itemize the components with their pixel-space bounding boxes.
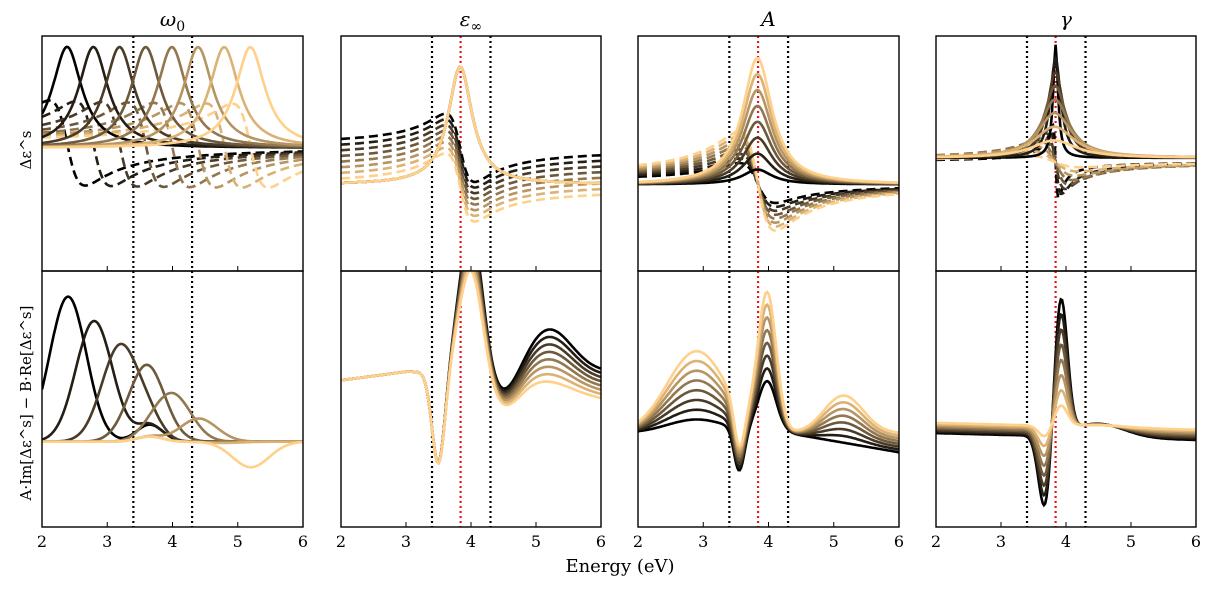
series-line-imag-solid-7 bbox=[42, 45, 303, 149]
series-line-real-dashed-2 bbox=[42, 100, 303, 188]
series-line-real-dashed-1 bbox=[638, 157, 899, 209]
x-tick-label: 3 bbox=[102, 532, 112, 551]
series-line-real-dashed-5 bbox=[341, 140, 601, 212]
series-line-real-dashed-3 bbox=[638, 148, 899, 217]
panel-r0-c3 bbox=[936, 36, 1196, 271]
x-tick-label: 3 bbox=[698, 532, 708, 551]
series-line-imag-solid-3 bbox=[341, 65, 601, 185]
series-line-imag-solid-7 bbox=[936, 139, 1196, 159]
y-axis-label-top: Δε^s bbox=[17, 131, 35, 170]
panel-title: γ bbox=[1060, 7, 1072, 31]
panel-frame bbox=[935, 35, 1197, 272]
series-line-imag-solid-3 bbox=[341, 271, 601, 465]
series-line-imag-solid-3 bbox=[638, 341, 899, 462]
series-line-imag-solid-5 bbox=[341, 271, 601, 466]
x-axis-label: Energy (eV) bbox=[565, 556, 674, 577]
series-line-real-dashed-0 bbox=[638, 161, 899, 205]
x-tick-label: 4 bbox=[1061, 532, 1071, 551]
x-tick-label: 5 bbox=[1126, 532, 1136, 551]
series-line-imag-solid-0 bbox=[42, 295, 303, 443]
series-line-real-dashed-7 bbox=[638, 129, 899, 232]
x-tick-label: 2 bbox=[336, 532, 346, 551]
panel-frame bbox=[637, 35, 900, 272]
series-line-imag-solid-7 bbox=[341, 65, 601, 185]
series-line-real-dashed-2 bbox=[341, 123, 601, 195]
panel-title: A bbox=[759, 7, 775, 31]
series-line-imag-solid-0 bbox=[341, 271, 601, 465]
series-line-imag-solid-6 bbox=[42, 45, 303, 149]
series-line-imag-solid-4 bbox=[638, 328, 899, 459]
series-line-imag-solid-7 bbox=[341, 271, 601, 466]
series-line-real-dashed-6 bbox=[638, 134, 899, 228]
series-line-real-dashed-5 bbox=[936, 145, 1196, 178]
panel-r1-c3 bbox=[936, 271, 1196, 527]
series-line-imag-solid-7 bbox=[638, 57, 899, 184]
series-line-imag-solid-2 bbox=[341, 65, 601, 185]
series-line-real-dashed-0 bbox=[341, 112, 601, 184]
series-line-imag-solid-5 bbox=[936, 373, 1196, 458]
series-line-real-dashed-0 bbox=[936, 122, 1196, 202]
series-line-real-dashed-0 bbox=[42, 99, 303, 187]
x-tick-label: 5 bbox=[531, 532, 541, 551]
series-line-imag-solid-7 bbox=[936, 404, 1196, 438]
x-tick-label: 2 bbox=[633, 532, 643, 551]
y-axis-label-bottom: A·Im[Δε^s] − B·Re[Δε^s] bbox=[17, 306, 35, 502]
x-tick-label: 6 bbox=[596, 532, 606, 551]
series-line-imag-solid-0 bbox=[638, 379, 899, 472]
panel-r1-c1 bbox=[341, 271, 601, 527]
panel-r0-c1 bbox=[341, 36, 601, 271]
series-line-real-dashed-7 bbox=[341, 152, 601, 223]
panel-frame bbox=[41, 270, 304, 528]
series-line-imag-solid-0 bbox=[936, 44, 1196, 160]
series-line-real-dashed-7 bbox=[42, 102, 303, 189]
series-line-imag-solid-1 bbox=[341, 65, 601, 185]
panel-r0-c2 bbox=[638, 36, 899, 271]
x-tick-label: 6 bbox=[298, 532, 308, 551]
x-tick-label: 4 bbox=[466, 532, 476, 551]
panel-frame bbox=[340, 270, 602, 528]
series-line-imag-solid-4 bbox=[341, 65, 601, 185]
series-line-imag-solid-5 bbox=[341, 65, 601, 185]
panel-title: ε∞ bbox=[460, 7, 482, 35]
x-tick-label: 4 bbox=[763, 532, 773, 551]
x-tick-label: 5 bbox=[829, 532, 839, 551]
series-line-real-dashed-3 bbox=[42, 101, 303, 189]
series-line-imag-solid-2 bbox=[638, 354, 899, 465]
panel-r1-c0 bbox=[42, 271, 303, 527]
series-line-imag-solid-2 bbox=[936, 328, 1196, 488]
x-tick-label: 3 bbox=[996, 532, 1006, 551]
series-line-imag-solid-7 bbox=[42, 435, 303, 469]
series-line-imag-solid-1 bbox=[638, 366, 899, 469]
panel-r0-c0 bbox=[42, 36, 303, 271]
series-line-imag-solid-6 bbox=[341, 65, 601, 185]
x-tick-label: 6 bbox=[894, 532, 904, 551]
series-line-real-dashed-6 bbox=[42, 102, 303, 189]
panel-r1-c2 bbox=[638, 271, 899, 527]
x-tick-label: 4 bbox=[167, 532, 177, 551]
series-line-real-dashed-4 bbox=[638, 143, 899, 220]
series-line-imag-solid-7 bbox=[638, 290, 899, 448]
series-line-real-dashed-6 bbox=[341, 146, 601, 218]
panel-title: ω0 bbox=[160, 7, 185, 35]
series-line-imag-solid-4 bbox=[42, 45, 303, 148]
series-line-real-dashed-1 bbox=[341, 117, 601, 189]
series-line-real-dashed-4 bbox=[341, 135, 601, 206]
series-line-real-dashed-3 bbox=[341, 129, 601, 201]
x-tick-label: 5 bbox=[233, 532, 243, 551]
series-line-imag-solid-1 bbox=[42, 319, 303, 443]
series-line-real-dashed-1 bbox=[42, 100, 303, 188]
panel-frame bbox=[340, 35, 602, 272]
x-tick-label: 3 bbox=[401, 532, 411, 551]
series-line-imag-solid-5 bbox=[638, 315, 899, 455]
series-line-imag-solid-1 bbox=[936, 312, 1196, 498]
series-line-imag-solid-0 bbox=[341, 65, 601, 185]
series-line-imag-solid-2 bbox=[341, 271, 601, 465]
x-tick-label: 2 bbox=[931, 532, 941, 551]
x-tick-label: 6 bbox=[1191, 532, 1201, 551]
series-line-real-dashed-5 bbox=[42, 101, 303, 189]
x-tick-label: 2 bbox=[37, 532, 47, 551]
series-line-imag-solid-6 bbox=[638, 302, 899, 452]
